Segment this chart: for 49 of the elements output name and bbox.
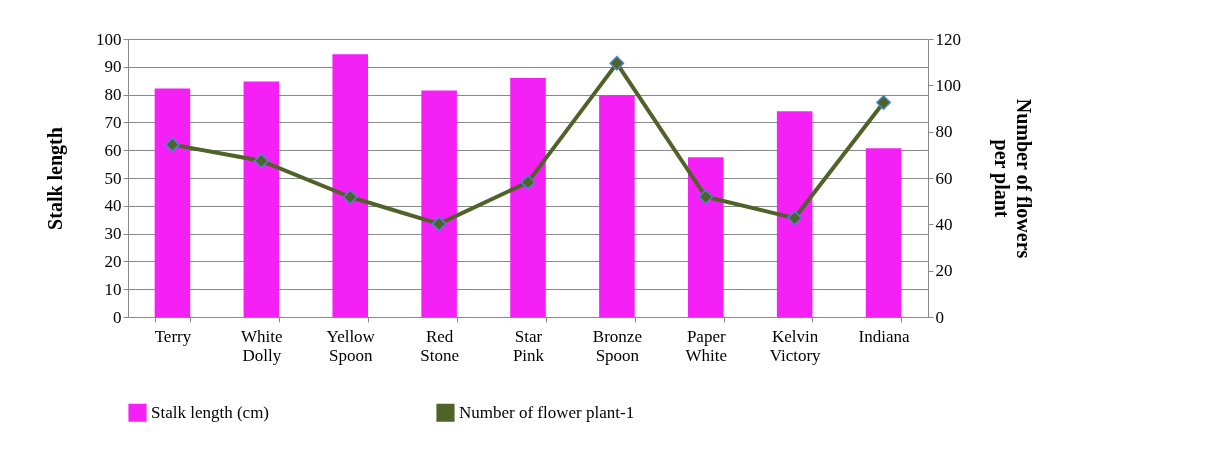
point — [342, 189, 358, 205]
y2-tick-label: 60 — [935, 168, 953, 188]
bar — [865, 148, 902, 317]
y-tick-label: 70 — [104, 112, 122, 132]
bar — [599, 95, 635, 317]
legend-label: Stalk length (cm) — [151, 402, 270, 422]
point — [431, 216, 447, 232]
y2-tick-label: 0 — [935, 307, 944, 327]
x-tick-label: Yellow Spoon — [326, 326, 376, 365]
bar — [421, 90, 457, 317]
y-tick-label: 100 — [96, 29, 122, 49]
x-tick-label: Star Pink — [512, 326, 545, 365]
y-tick-label: 0 — [113, 307, 122, 327]
point — [876, 95, 892, 110]
bar — [154, 88, 191, 317]
y2-tick-label: 100 — [935, 75, 961, 95]
y2-tick-label: 20 — [935, 261, 953, 281]
x-tick-label: Bronze Spoon — [592, 326, 642, 365]
bar — [332, 54, 368, 317]
y2-tick-label: 80 — [935, 122, 953, 142]
point — [164, 137, 180, 153]
y-tick-label: 80 — [104, 85, 122, 105]
legend-label: Number of flower plant-1 — [459, 402, 635, 422]
y2-axis-title: Number of flowers per plant — [990, 98, 1035, 259]
y2-tick-label: 40 — [935, 214, 953, 234]
bar — [688, 157, 724, 317]
bar — [510, 77, 546, 317]
y-tick-label: 50 — [104, 168, 122, 188]
point — [520, 174, 536, 190]
x-tick-label: White Dolly — [241, 326, 283, 365]
x-tick-label: Kelvin Victory — [769, 326, 822, 365]
bar — [776, 111, 813, 317]
y-axis-title: Stalk length — [44, 127, 67, 230]
bar — [243, 81, 280, 317]
y-tick-label: 60 — [104, 140, 122, 160]
x-tick-label: Red Stone — [420, 326, 459, 365]
x-tick-label: Terry — [154, 326, 192, 346]
y-tick-label: 30 — [104, 224, 122, 244]
y2-tick-label: 120 — [935, 29, 961, 49]
point — [253, 153, 269, 169]
y-tick-label: 20 — [104, 251, 122, 271]
y-tick-label: 10 — [104, 279, 122, 299]
y-tick-label: 90 — [104, 57, 122, 77]
y-tick-label: 40 — [104, 196, 122, 216]
point — [787, 210, 803, 226]
point — [609, 55, 625, 71]
point — [698, 189, 714, 205]
x-tick-label: Indiana — [858, 326, 910, 346]
x-tick-label: Paper White — [685, 326, 728, 365]
